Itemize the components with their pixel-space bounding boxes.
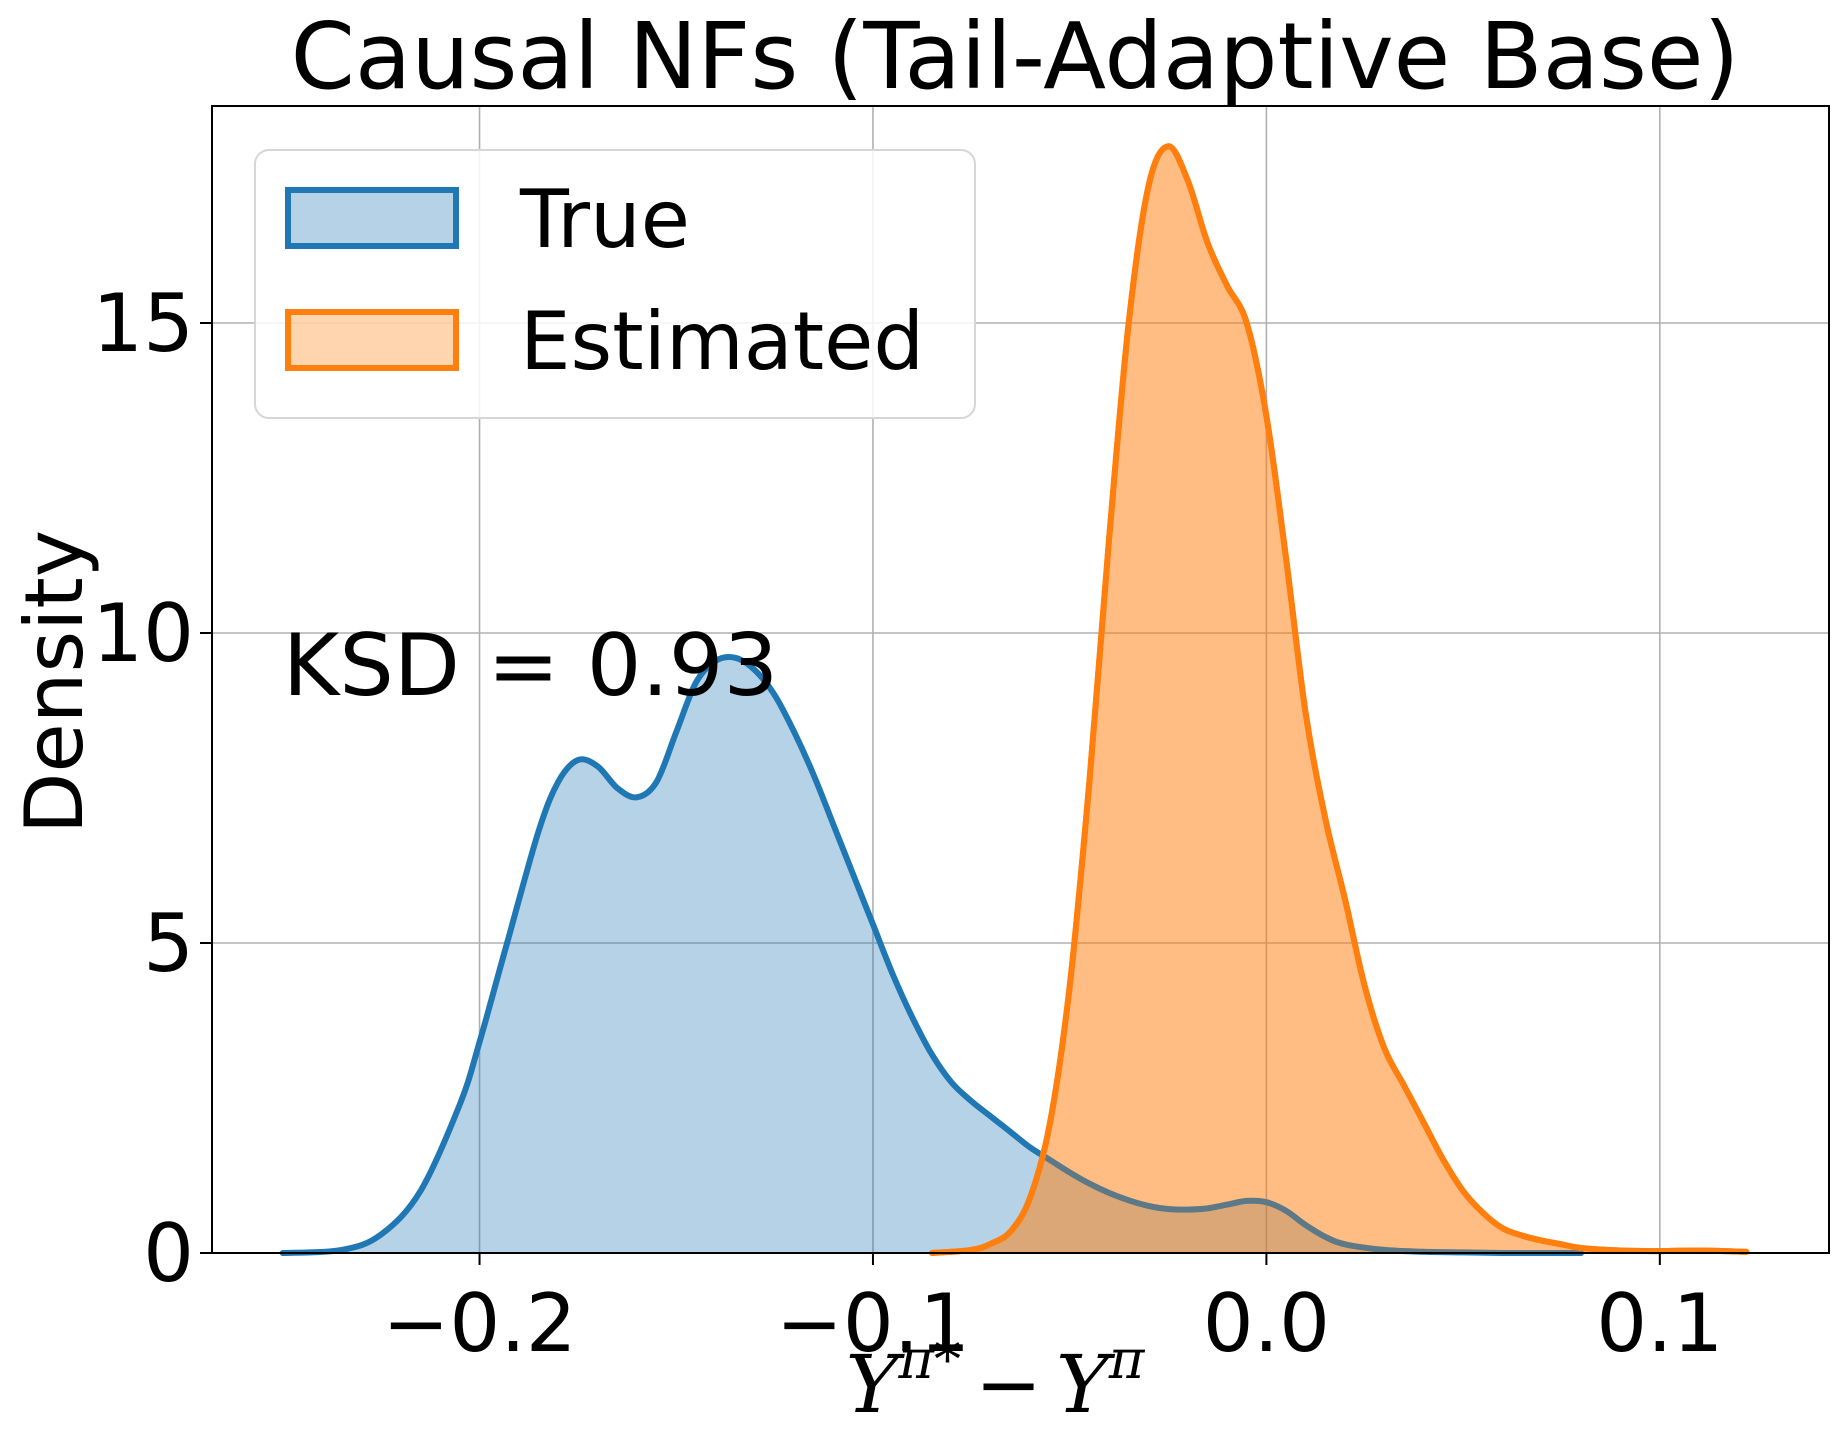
legend: True Estimated bbox=[254, 149, 976, 419]
y-axis-title: Density bbox=[8, 530, 101, 834]
legend-box bbox=[254, 149, 976, 419]
y-tick-label: 5 bbox=[143, 897, 194, 990]
y-tick-label: 0 bbox=[143, 1207, 194, 1300]
y-tick-label: 15 bbox=[92, 277, 194, 370]
density-line-estimated-top bbox=[929, 143, 1750, 1256]
x-axis-ticks: −0.2 −0.1 0.0 0.1 bbox=[382, 1253, 1723, 1370]
density-line-true bbox=[279, 654, 1585, 1257]
density-fill-true bbox=[282, 657, 1582, 1254]
legend-swatch-estimated bbox=[285, 309, 459, 371]
x-tick-label: −0.1 bbox=[776, 1277, 970, 1370]
x-axis-title-sup2: π bbox=[1108, 1328, 1146, 1391]
y-axis-ticks: 0 5 10 15 bbox=[92, 277, 212, 1300]
overlap-tint bbox=[932, 146, 1747, 1253]
plot-frame bbox=[211, 105, 1830, 1254]
legend-swatch-true bbox=[285, 187, 459, 249]
x-axis-title-sup1: π* bbox=[897, 1328, 961, 1391]
x-axis-title-minus: − bbox=[975, 1338, 1042, 1431]
density-fill-estimated bbox=[932, 146, 1747, 1253]
x-axis-title: Yπ* − Yπ bbox=[846, 1328, 1146, 1431]
x-axis-title-base2: Y bbox=[1056, 1338, 1116, 1431]
x-tick-label: −0.2 bbox=[382, 1277, 576, 1370]
ksd-annotation: KSD = 0.93 bbox=[283, 616, 778, 716]
chart-title: Causal NFs (Tail-Adaptive Base) bbox=[291, 3, 1740, 110]
x-axis-title-base1: Y bbox=[846, 1338, 906, 1431]
x-tick-label: 0.0 bbox=[1203, 1277, 1330, 1370]
y-tick-label: 10 bbox=[92, 587, 194, 680]
legend-label-true: True bbox=[519, 173, 690, 266]
x-tick-label: 0.1 bbox=[1596, 1277, 1723, 1370]
legend-label-estimated: Estimated bbox=[520, 295, 924, 388]
series-layer bbox=[279, 143, 1750, 1257]
